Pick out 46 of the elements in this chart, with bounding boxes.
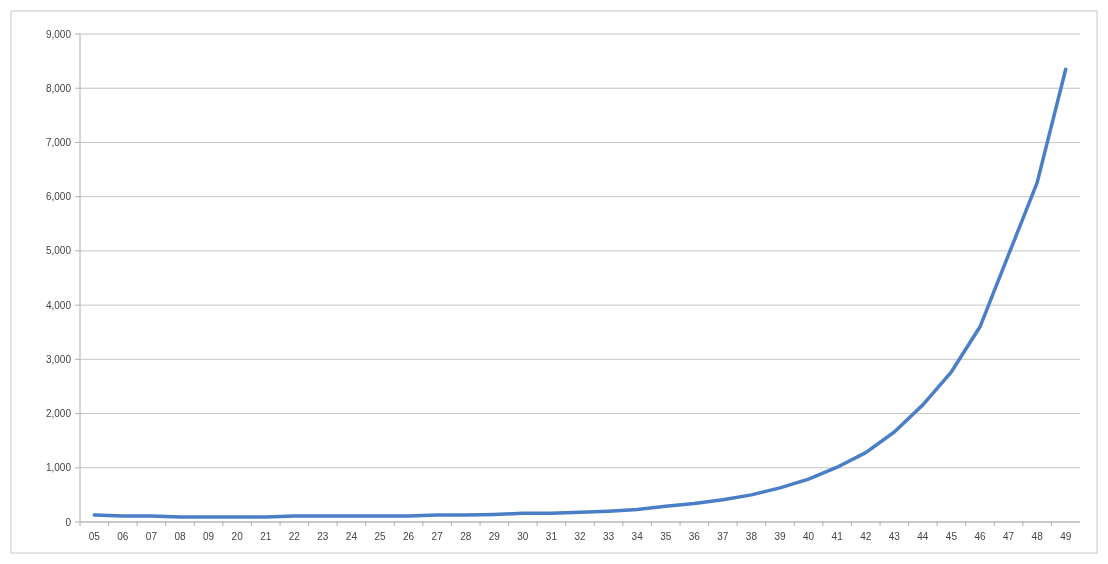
x-tick-label: 30 bbox=[517, 531, 529, 542]
x-tick-label: 09 bbox=[203, 531, 215, 542]
x-tick-label: 41 bbox=[831, 531, 844, 542]
x-tick-label: 39 bbox=[774, 531, 786, 542]
x-tick-label: 35 bbox=[660, 531, 672, 542]
x-tick-label: 40 bbox=[803, 531, 815, 542]
x-tick-label: 28 bbox=[460, 531, 472, 542]
x-tick-label: 08 bbox=[174, 531, 186, 542]
x-tick-label: 32 bbox=[574, 531, 586, 542]
x-tick-label: 07 bbox=[145, 531, 158, 542]
y-tick-label: 5,000 bbox=[45, 245, 72, 257]
x-tick-label: 26 bbox=[403, 531, 415, 542]
x-tick-label: 44 bbox=[917, 531, 929, 542]
x-tick-label: 05 bbox=[88, 531, 101, 542]
x-tick-label: 38 bbox=[745, 531, 758, 542]
x-tick-label: 22 bbox=[288, 531, 301, 542]
y-tick-label: 1,000 bbox=[45, 462, 72, 474]
x-tick-label: 27 bbox=[431, 531, 444, 542]
x-tick-label: 31 bbox=[545, 531, 558, 542]
x-tick-label: 25 bbox=[374, 531, 386, 542]
x-tick-label: 06 bbox=[117, 531, 129, 542]
y-tick-label: 4,000 bbox=[45, 299, 72, 311]
x-tick-label: 42 bbox=[860, 531, 872, 542]
y-tick-label: 2,000 bbox=[45, 408, 72, 420]
x-tick-label: 29 bbox=[488, 531, 501, 542]
x-tick-label: 46 bbox=[974, 531, 986, 542]
x-tick-label: 43 bbox=[888, 531, 901, 542]
x-tick-label: 49 bbox=[1060, 531, 1072, 542]
x-tick-label: 20 bbox=[231, 531, 244, 542]
y-tick-label: 8,000 bbox=[45, 82, 72, 94]
y-tick-label: 6,000 bbox=[45, 191, 72, 203]
y-tick-label: 3,000 bbox=[45, 353, 72, 365]
y-tick-label: 7,000 bbox=[45, 136, 72, 148]
y-tick-label: 0 bbox=[65, 516, 72, 528]
x-tick-label: 33 bbox=[603, 531, 615, 542]
x-tick-label: 48 bbox=[1031, 531, 1044, 542]
x-tick-label: 34 bbox=[631, 531, 644, 542]
line-series bbox=[92, 67, 1068, 519]
x-tick-label: 36 bbox=[688, 531, 701, 542]
x-tick-label: 45 bbox=[945, 531, 958, 542]
x-tick-label: 23 bbox=[317, 531, 329, 542]
y-tick-label: 9,000 bbox=[45, 28, 72, 40]
x-tick-label: 37 bbox=[717, 531, 729, 542]
x-tick-label: 47 bbox=[1003, 531, 1015, 542]
x-tick-label: 24 bbox=[345, 531, 358, 542]
x-tick-label: 21 bbox=[260, 531, 272, 542]
